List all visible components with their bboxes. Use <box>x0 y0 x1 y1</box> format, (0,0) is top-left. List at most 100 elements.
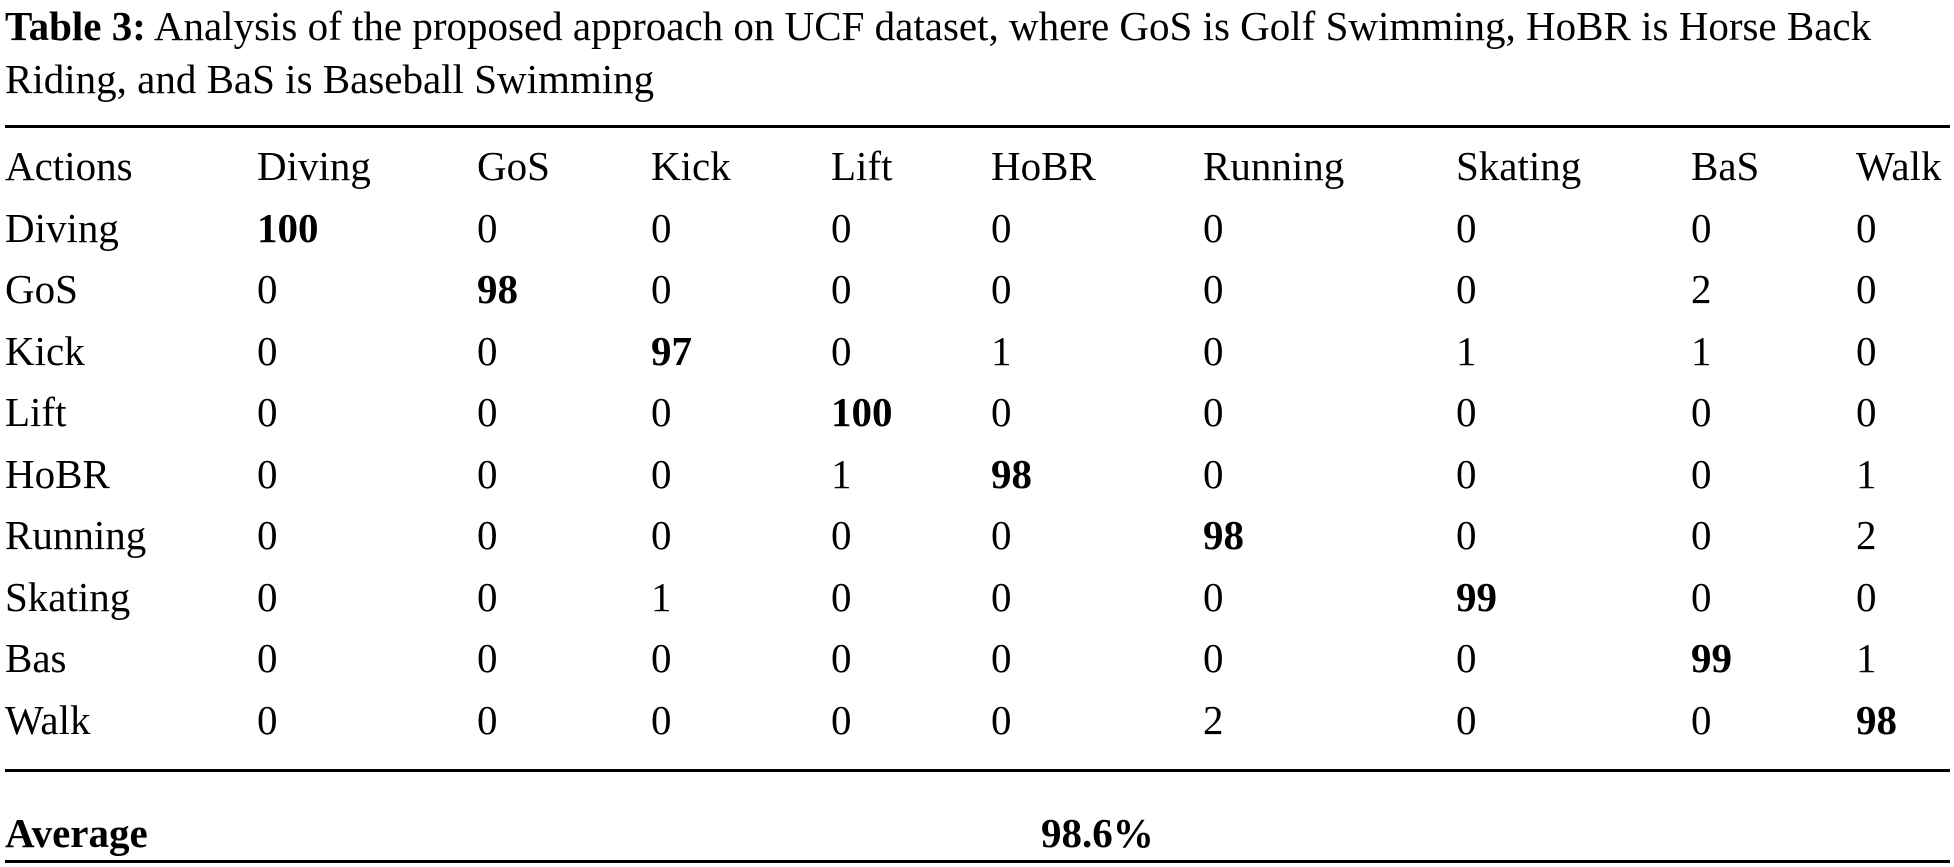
table-cell: 97 <box>651 327 692 374</box>
table-cell: 0 <box>831 266 852 312</box>
table-cell: 0 <box>257 696 278 743</box>
row-label: HoBR <box>5 450 110 497</box>
table-cell: 0 <box>991 389 1012 435</box>
column-header: Walk <box>1856 143 1942 189</box>
column-header: BaS <box>1691 143 1760 189</box>
caption-text: Analysis of the proposed approach on UCF… <box>5 3 1872 102</box>
table-cell: 0 <box>651 450 672 497</box>
table-cell: 0 <box>257 512 278 558</box>
table-cell: 0 <box>651 266 672 312</box>
table-cell: 0 <box>477 635 498 681</box>
table-cell: 0 <box>1456 266 1477 312</box>
table-cell: 0 <box>477 389 498 435</box>
table-cell: 0 <box>1456 512 1477 558</box>
table-cell: 0 <box>651 204 672 251</box>
table-cell: 0 <box>1203 635 1224 681</box>
average-value: 98.6% <box>1041 810 1154 856</box>
table-cell: 0 <box>831 204 852 251</box>
table-cell: 0 <box>1203 204 1224 251</box>
table-row: HoBR 0 0 0 1 98 0 0 0 1 <box>5 444 1950 506</box>
row-label: Kick <box>5 327 85 374</box>
table-cell: 2 <box>1856 512 1877 558</box>
average-label: Average <box>5 810 148 856</box>
column-header: Diving <box>257 143 371 189</box>
table-cell: 1 <box>831 450 852 497</box>
table-cell: 0 <box>831 573 852 620</box>
column-header: Lift <box>831 143 893 189</box>
table-cell: 0 <box>651 512 672 558</box>
table-cell: 0 <box>257 450 278 497</box>
table-cell: 0 <box>1856 573 1877 620</box>
row-label: Diving <box>5 204 119 251</box>
table-cell: 99 <box>1456 573 1497 620</box>
table-cell: 1 <box>991 327 1012 374</box>
column-header: Running <box>1203 143 1345 189</box>
table-cell: 1 <box>651 573 672 620</box>
table-cell: 0 <box>477 327 498 374</box>
table-cell: 0 <box>651 389 672 435</box>
table-cell: 0 <box>1691 204 1712 251</box>
table-cell: 0 <box>257 635 278 681</box>
row-label: Skating <box>5 573 131 620</box>
table-row: Lift 0 0 0 100 0 0 0 0 0 <box>5 382 1950 444</box>
table-cell: 0 <box>1203 327 1224 374</box>
table-cell: 0 <box>831 327 852 374</box>
table-bottom-rule <box>5 769 1950 772</box>
table-cell: 0 <box>1456 389 1477 435</box>
table-cell: 0 <box>1203 573 1224 620</box>
table-cell: 0 <box>991 635 1012 681</box>
table-cell: 0 <box>1203 266 1224 312</box>
header-row: Actions Diving GoS Kick Lift HoBR Runnin… <box>5 136 1950 198</box>
table-cell: 2 <box>1203 696 1224 743</box>
table-cell: 0 <box>257 266 278 312</box>
table-cell: 0 <box>1691 389 1712 435</box>
table-cell: 0 <box>991 573 1012 620</box>
table-cell: 0 <box>1856 266 1877 312</box>
column-header: Skating <box>1456 143 1582 189</box>
table-cell: 100 <box>831 389 893 435</box>
table-cell: 0 <box>991 512 1012 558</box>
table-cell: 0 <box>831 635 852 681</box>
table-cell: 0 <box>1691 696 1712 743</box>
table-cell: 0 <box>831 696 852 743</box>
table-cell: 98 <box>477 266 518 312</box>
table-cell: 98 <box>991 450 1032 497</box>
table-row: Diving 100 0 0 0 0 0 0 0 0 <box>5 198 1950 260</box>
column-header: Actions <box>5 143 133 189</box>
table-row: Skating 0 0 1 0 0 0 99 0 0 <box>5 567 1950 629</box>
row-label: Walk <box>5 696 91 743</box>
table-cell: 0 <box>991 204 1012 251</box>
row-label: Lift <box>5 389 67 435</box>
table-cell: 1 <box>1456 327 1477 374</box>
table-cell: 98 <box>1856 696 1897 743</box>
table-row: Walk 0 0 0 0 0 2 0 0 98 <box>5 690 1950 752</box>
table-row: GoS 0 98 0 0 0 0 0 2 0 <box>5 259 1950 321</box>
table-cell: 100 <box>257 204 319 251</box>
table-cell: 1 <box>1691 327 1712 374</box>
table-cell: 0 <box>1456 450 1477 497</box>
table-cell: 0 <box>477 696 498 743</box>
column-header: HoBR <box>991 143 1096 189</box>
table-cell: 99 <box>1691 635 1732 681</box>
closing-rule <box>5 860 1950 863</box>
column-header: Kick <box>651 143 731 189</box>
table-cell: 0 <box>1856 204 1877 251</box>
table-cell: 0 <box>477 512 498 558</box>
top-rule <box>5 125 1950 128</box>
table-cell: 0 <box>1456 204 1477 251</box>
table-cell: 0 <box>651 696 672 743</box>
table-cell: 0 <box>651 635 672 681</box>
table-cell: 0 <box>1856 327 1877 374</box>
table-cell: 0 <box>1203 389 1224 435</box>
table-cell: 0 <box>257 327 278 374</box>
table-row: Running 0 0 0 0 0 98 0 0 2 <box>5 505 1950 567</box>
table-row: Bas 0 0 0 0 0 0 0 99 1 <box>5 628 1950 690</box>
table-cell: 1 <box>1856 635 1877 681</box>
table-cell: 2 <box>1691 266 1712 312</box>
table-cell: 0 <box>477 204 498 251</box>
caption-label: Table 3: <box>5 3 146 49</box>
table-cell: 0 <box>831 512 852 558</box>
table-cell: 0 <box>1456 696 1477 743</box>
table-cell: 0 <box>477 450 498 497</box>
table-cell: 0 <box>1856 389 1877 435</box>
